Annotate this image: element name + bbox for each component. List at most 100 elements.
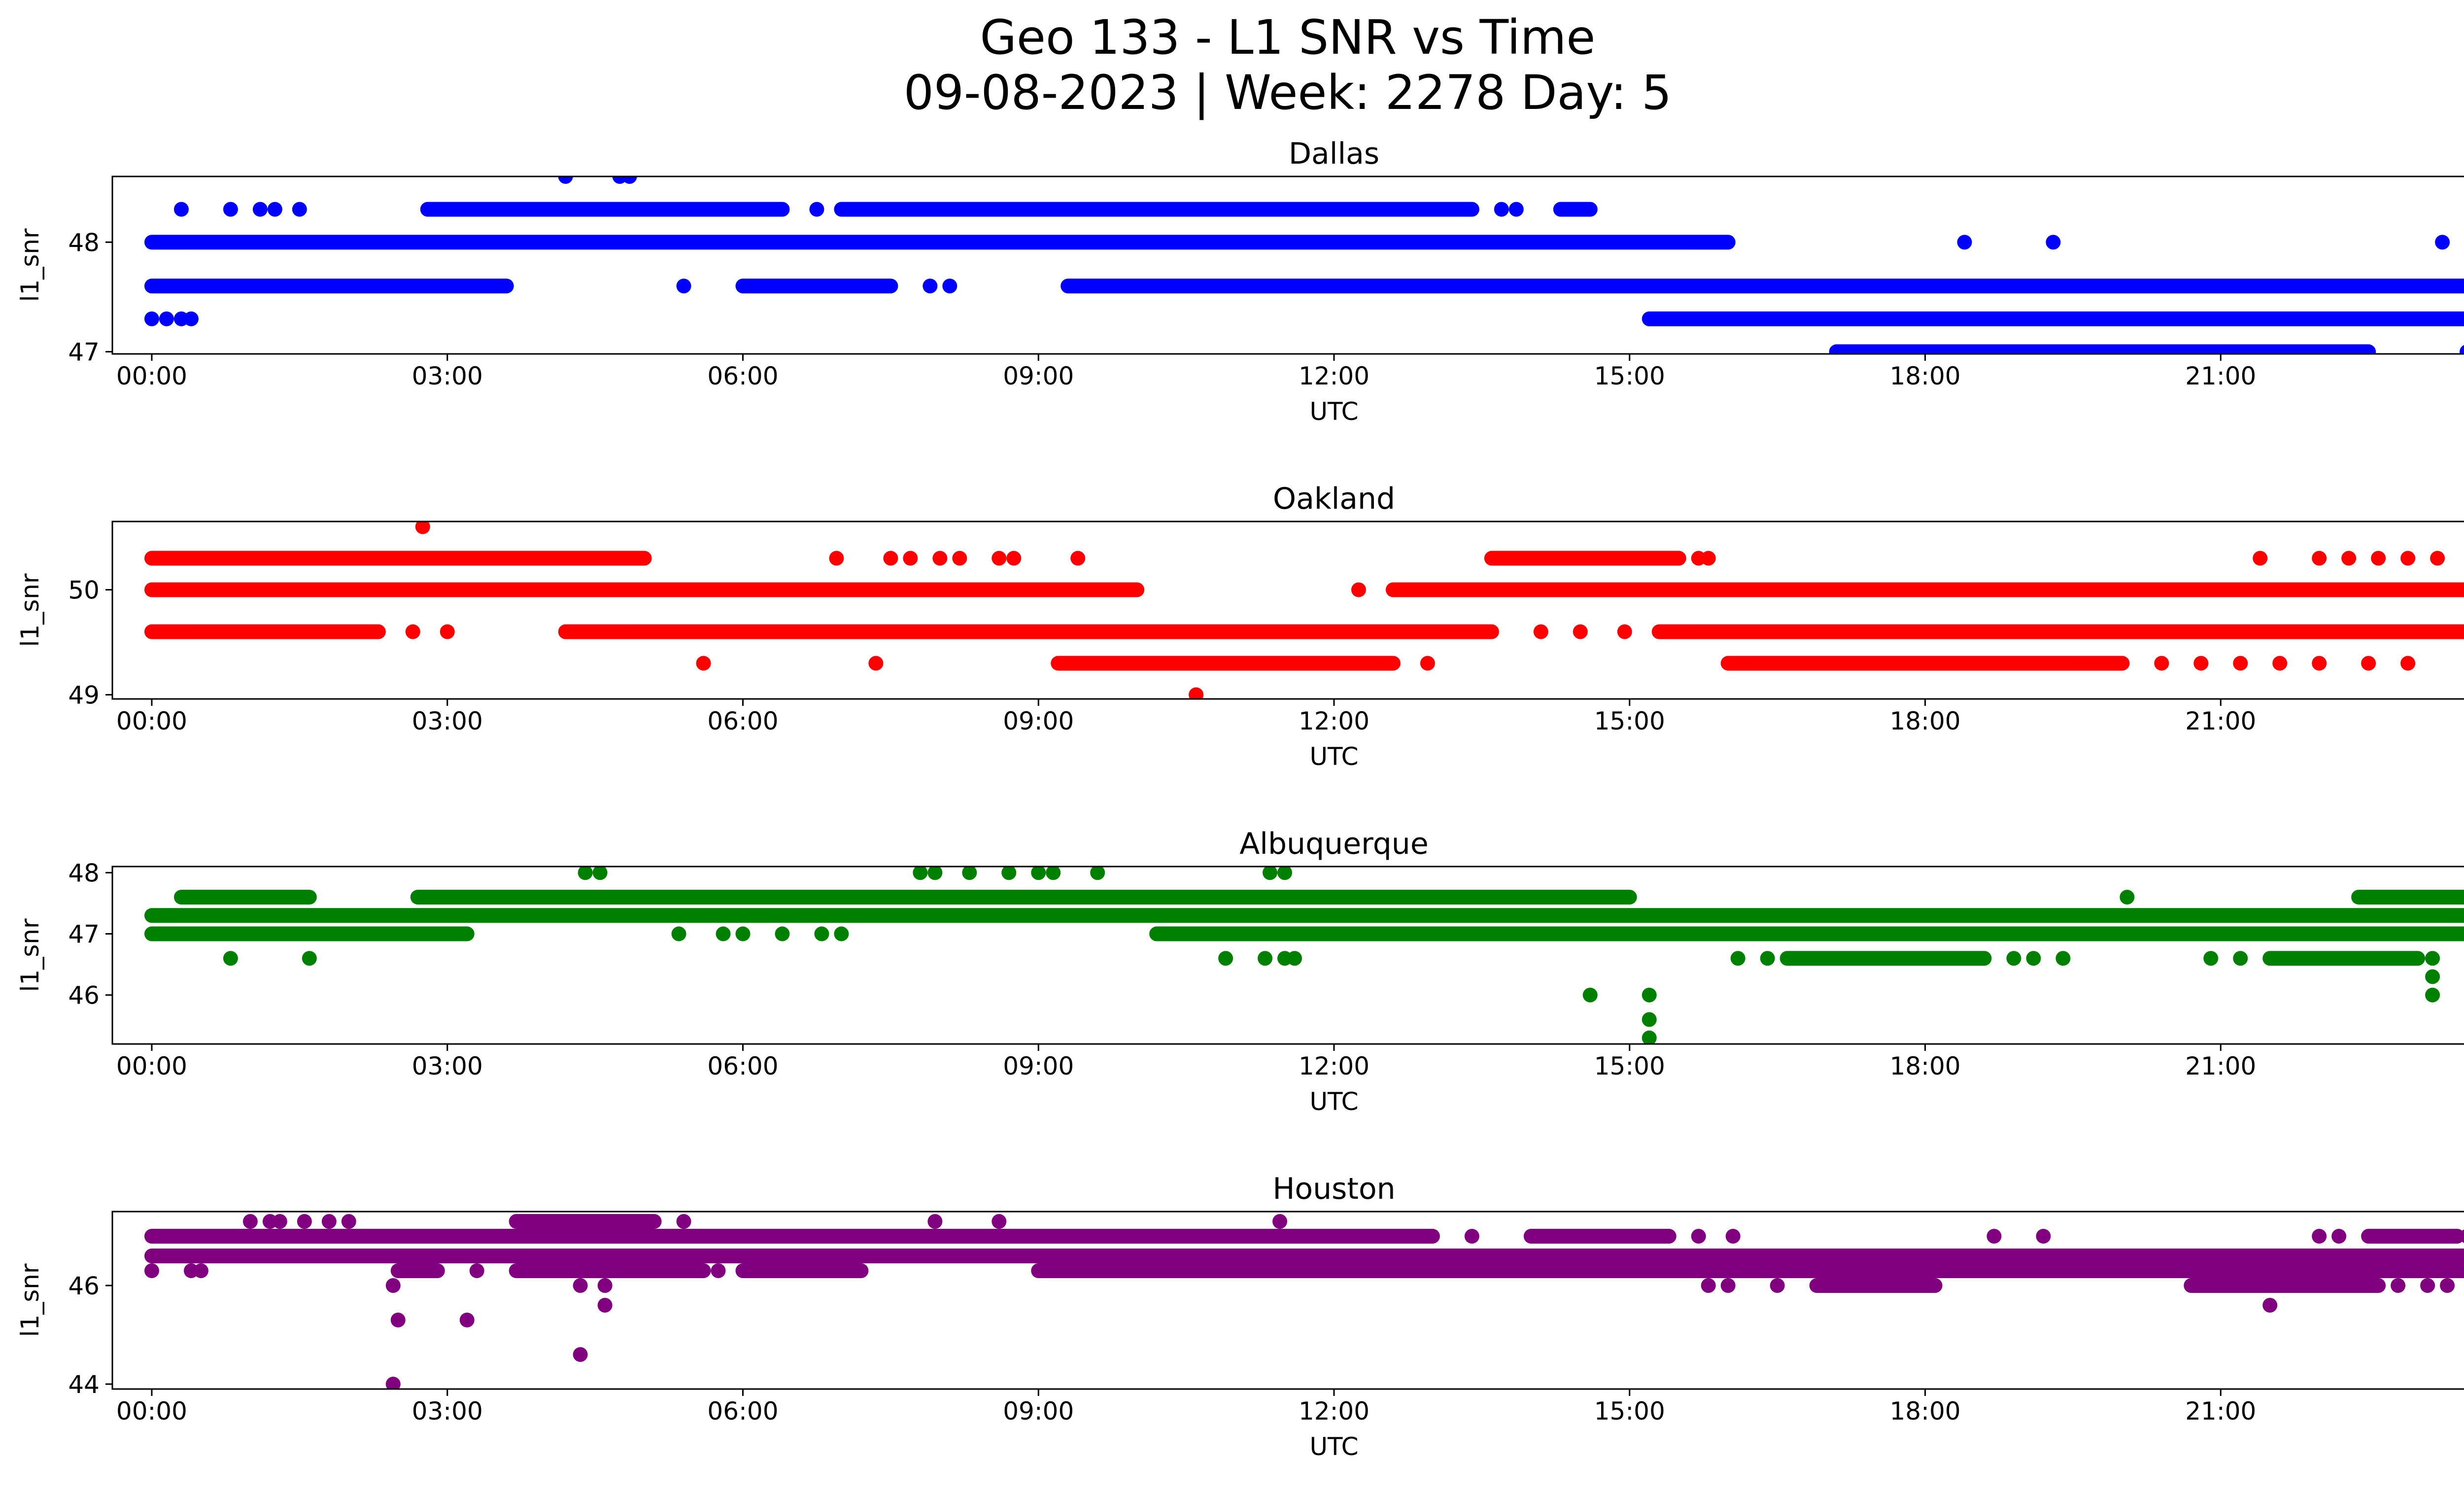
data-point: [1642, 1012, 1657, 1027]
point-band: [2361, 1229, 2464, 1244]
data-point: [1508, 202, 1524, 217]
x-axis-label: UTC: [1309, 742, 1358, 771]
data-point: [1006, 551, 1022, 566]
figure-subtitle: 09-08-2023 | Week: 2278 Day: 5: [903, 65, 1672, 120]
point-band: [1642, 311, 2464, 326]
data-point: [469, 1263, 484, 1278]
data-point: [735, 926, 751, 941]
data-point: [711, 1263, 726, 1278]
point-band: [144, 908, 2464, 923]
point-band: [1385, 582, 2464, 597]
x-tick-label: 15:00: [1594, 1052, 1665, 1080]
point-band: [144, 624, 386, 639]
data-point: [573, 1278, 588, 1293]
x-tick-label: 09:00: [1003, 1397, 1074, 1425]
data-point: [558, 176, 573, 184]
point-band: [144, 1229, 1440, 1244]
data-point: [1642, 1030, 1657, 1044]
x-tick-label: 18:00: [1889, 362, 1960, 390]
point-band: [735, 1263, 869, 1278]
data-point: [2361, 656, 2376, 671]
data-point: [1730, 951, 1745, 966]
scatter-series: [144, 867, 2464, 1044]
data-point: [2233, 951, 2248, 966]
point-band: [144, 926, 475, 941]
y-tick-label: 50: [68, 576, 100, 604]
data-point: [2430, 551, 2445, 566]
x-tick-label: 12:00: [1299, 1397, 1369, 1425]
data-point: [302, 951, 317, 966]
y-axis-label: l1_snr: [16, 1263, 44, 1337]
point-band: [1809, 1278, 1943, 1293]
x-tick-label: 21:00: [2185, 707, 2256, 735]
data-point: [297, 1214, 312, 1229]
y-axis-label: l1_snr: [16, 573, 44, 647]
data-point: [2253, 551, 2268, 566]
data-point: [932, 551, 948, 566]
x-axis-label: UTC: [1309, 1432, 1358, 1461]
x-tick-label: 21:00: [2185, 1052, 2256, 1080]
data-point: [1573, 624, 1588, 639]
point-band: [1484, 551, 1686, 566]
subplot-albuquerque: 00:00 03:00 06:00 09:00 12:00 15:00 18:00 21:00…: [16, 827, 2464, 1116]
x-tick-label: 00:00: [116, 707, 187, 735]
point-band: [144, 235, 1736, 250]
data-point: [2203, 951, 2219, 966]
point-band: [558, 624, 1499, 639]
data-point: [829, 551, 844, 566]
data-point: [809, 202, 824, 217]
data-point: [952, 551, 967, 566]
data-point: [2006, 951, 2021, 966]
data-point: [2193, 656, 2209, 671]
data-point: [183, 311, 199, 326]
data-point: [2331, 1229, 2347, 1244]
data-point: [173, 202, 189, 217]
data-point: [2154, 656, 2169, 671]
y-axis-label: l1_snr: [16, 228, 44, 302]
data-point: [242, 1214, 258, 1229]
point-band: [1149, 926, 2464, 941]
data-point: [1420, 656, 1435, 671]
data-point: [1258, 951, 1273, 966]
data-point: [2400, 551, 2416, 566]
subplot-houston: 00:00 03:00 06:00 09:00 12:00 15:00 18:00 21:00…: [16, 1172, 2464, 1461]
point-band: [144, 582, 1145, 597]
data-point: [440, 624, 455, 639]
data-point: [1046, 867, 1061, 880]
x-tick-label: 06:00: [707, 707, 778, 735]
data-point: [2120, 890, 2135, 905]
point-band: [1061, 278, 2464, 294]
data-point: [223, 951, 238, 966]
data-point: [1533, 624, 1548, 639]
data-point: [405, 624, 420, 639]
point-band: [1031, 1263, 2464, 1278]
point-band: [144, 278, 514, 294]
point-band: [173, 890, 317, 905]
subplot-dallas: 00:00 03:00 06:00 09:00 12:00 15:00 18:00 21:00…: [16, 137, 2464, 426]
data-point: [267, 202, 282, 217]
data-point: [321, 1214, 337, 1229]
subplot-title: Oakland: [1273, 482, 1395, 516]
x-tick-label: 12:00: [1299, 707, 1369, 735]
x-tick-label: 00:00: [116, 1397, 187, 1425]
data-point: [2420, 1278, 2435, 1293]
x-tick-label: 06:00: [707, 1052, 778, 1080]
x-tick-label: 09:00: [1003, 707, 1074, 735]
x-tick-label: 15:00: [1594, 707, 1665, 735]
data-point: [1582, 987, 1598, 1003]
x-tick-label: 18:00: [1889, 707, 1960, 735]
point-band: [735, 278, 898, 294]
x-tick-label: 03:00: [412, 362, 483, 390]
data-point: [272, 1214, 287, 1229]
data-point: [814, 926, 829, 941]
data-point: [341, 1214, 356, 1229]
data-point: [2233, 656, 2248, 671]
x-tick-label: 06:00: [707, 1397, 778, 1425]
x-tick-label: 03:00: [412, 1052, 483, 1080]
point-band: [834, 202, 1479, 217]
data-point: [992, 1214, 1007, 1229]
data-point: [2435, 235, 2450, 250]
subplot-title: Albuquerque: [1239, 827, 1429, 861]
data-point: [2371, 551, 2386, 566]
data-point: [573, 1347, 588, 1362]
